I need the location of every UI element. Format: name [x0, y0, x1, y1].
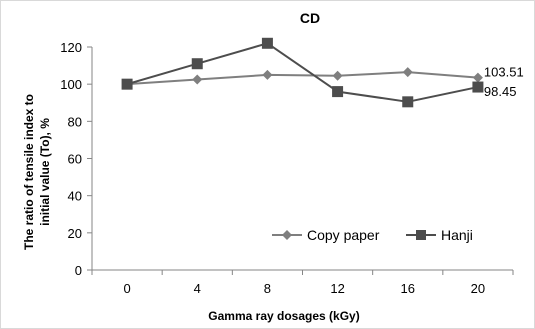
series-layer: 103.51 98.45 — [121, 37, 524, 108]
legend-item-copy-paper: Copy paper — [272, 227, 380, 243]
y-axis-title-line-1: The ratio of tensile index to — [22, 94, 36, 250]
y-axis: 0 20 40 60 80 100 120 — [60, 40, 93, 278]
x-tick-label: 16 — [401, 281, 415, 296]
y-axis-title-line-2: initial value (To), % — [38, 118, 52, 226]
legend-label-hanji: Hanji — [441, 227, 473, 243]
data-point-hanji — [191, 58, 203, 70]
y-tick-label: 0 — [75, 263, 82, 278]
data-point-hanji — [261, 37, 273, 49]
data-point-hanji — [472, 81, 484, 93]
legend-item-hanji: Hanji — [406, 227, 473, 243]
data-point-hanji — [121, 78, 133, 90]
data-point-copy-paper — [472, 72, 483, 83]
data-label-copy-paper: 103.51 — [484, 65, 524, 80]
y-tick-label: 100 — [60, 77, 82, 92]
data-point-hanji — [332, 86, 344, 98]
x-tick-label: 8 — [264, 281, 271, 296]
x-tick-label: 0 — [123, 281, 130, 296]
data-point-copy-paper — [192, 74, 203, 85]
y-tick-label: 60 — [68, 152, 82, 167]
legend: Copy paper Hanji — [272, 227, 473, 243]
series-line-hanji — [126, 42, 479, 103]
x-tick-label: 4 — [194, 281, 201, 296]
y-tick-label: 20 — [68, 226, 82, 241]
y-tick-label: 40 — [68, 189, 82, 204]
legend-hanji-square-icon — [416, 230, 426, 240]
series-hanji: 98.45 — [121, 37, 517, 108]
series-line-copy-paper — [127, 71, 478, 86]
data-point-copy-paper — [402, 67, 413, 78]
legend-label-copy-paper: Copy paper — [307, 227, 380, 243]
y-tick-label: 80 — [68, 114, 82, 129]
data-point-hanji — [402, 96, 414, 108]
chart-title: CD — [300, 10, 320, 26]
y-tick-label: 120 — [60, 40, 82, 55]
legend-copy-paper-diamond-icon — [282, 230, 292, 240]
data-point-copy-paper — [332, 70, 343, 81]
x-tick-label: 12 — [330, 281, 344, 296]
data-point-copy-paper — [262, 69, 273, 80]
x-axis-title: Gamma ray dosages (kGy) — [208, 309, 359, 323]
x-axis: 0 4 8 12 16 20 — [91, 269, 514, 296]
x-tick-label: 20 — [471, 281, 485, 296]
data-label-hanji: 98.45 — [484, 84, 517, 99]
